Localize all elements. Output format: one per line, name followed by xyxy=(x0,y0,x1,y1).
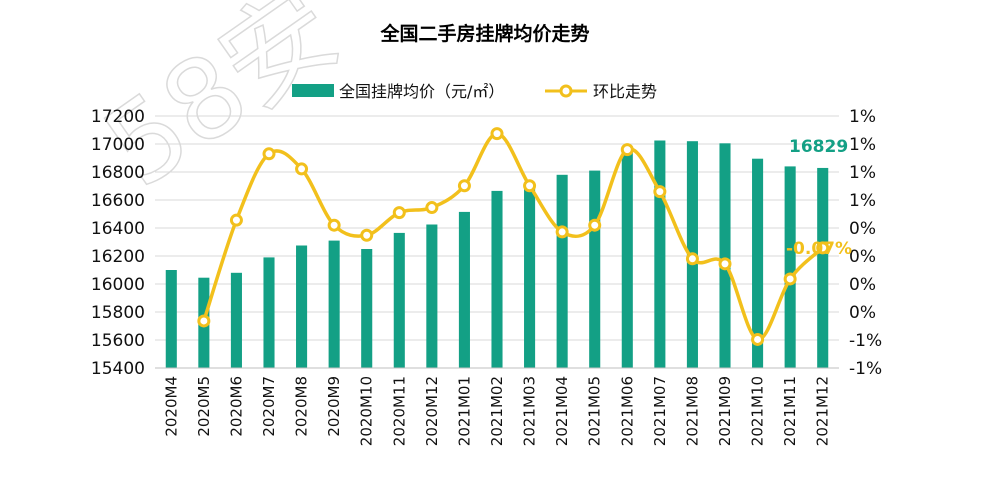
x-tick-label: 2021M02 xyxy=(488,376,506,446)
y-right-tick-label: 1% xyxy=(849,163,876,183)
y-left-tick-label: 16200 xyxy=(91,247,145,267)
x-tick-label: 2021M10 xyxy=(749,376,767,446)
y-left-tick-label: 15800 xyxy=(91,303,145,323)
line-point xyxy=(588,218,602,232)
line-point xyxy=(685,252,699,266)
y-left-tick-label: 17200 xyxy=(91,107,145,127)
legend-line-marker xyxy=(559,84,573,98)
line-point xyxy=(653,185,667,199)
bar xyxy=(393,232,405,368)
line-point xyxy=(718,257,732,271)
bar xyxy=(263,257,275,368)
bar xyxy=(296,245,308,368)
x-tick-label: 2021M01 xyxy=(455,376,473,446)
y-left-tick-label: 16600 xyxy=(91,191,145,211)
line-point xyxy=(816,241,830,255)
last-bar-value: 16829 xyxy=(789,137,848,157)
bar xyxy=(426,224,438,368)
x-tick-label: 2020M11 xyxy=(390,376,408,446)
x-tick-label: 2020M10 xyxy=(358,376,376,446)
y-left-tick-label: 16800 xyxy=(91,163,145,183)
bar xyxy=(621,152,633,368)
x-tick-label: 2020M9 xyxy=(325,376,343,437)
line-point xyxy=(751,332,765,346)
line-series xyxy=(197,127,830,346)
y-left-tick-label: 16400 xyxy=(91,219,145,239)
line-point xyxy=(327,218,341,232)
bar xyxy=(654,140,666,368)
y-right-tick-label: 1% xyxy=(849,107,876,127)
y-right-tick-label: 0% xyxy=(849,303,876,323)
bar xyxy=(361,249,373,368)
y-axis-right: -1% -1% 0% 0% 0% 0% 1% 1% 1% 1% xyxy=(849,107,882,379)
x-tick-label: 2021M04 xyxy=(553,376,571,446)
y-left-tick-label: 16000 xyxy=(91,275,145,295)
line-point xyxy=(783,272,797,286)
bar xyxy=(230,272,242,368)
line-point xyxy=(555,225,569,239)
bar xyxy=(817,167,829,368)
bar-series xyxy=(165,140,829,368)
bar xyxy=(556,174,568,368)
last-line-value: -0.07% xyxy=(786,239,852,259)
y-right-tick-label: 1% xyxy=(849,135,876,155)
bar xyxy=(328,240,340,368)
y-left-tick-label: 15600 xyxy=(91,331,145,351)
line-point xyxy=(295,162,309,176)
x-tick-label: 2020M5 xyxy=(195,376,213,437)
legend-bar-label: 全国挂牌均价（元/㎡） xyxy=(339,82,504,101)
line-point xyxy=(197,314,211,328)
line-point xyxy=(262,147,276,161)
x-tick-label: 2021M08 xyxy=(683,376,701,446)
x-tick-label: 2021M03 xyxy=(521,376,539,446)
y-right-tick-label: 0% xyxy=(849,275,876,295)
x-tick-label: 2021M11 xyxy=(781,376,799,446)
y-right-tick-label: 1% xyxy=(849,191,876,211)
line-point xyxy=(392,206,406,220)
line-point xyxy=(523,179,537,193)
line-point xyxy=(229,213,243,227)
y-right-tick-label: -1% xyxy=(849,359,882,379)
line-point xyxy=(457,179,471,193)
x-tick-label: 2020M8 xyxy=(293,376,311,437)
y-axis-left: 15400 15600 15800 16000 16200 16400 16600 16800… xyxy=(91,107,145,379)
legend-line-label: 环比走势 xyxy=(593,82,657,101)
bar xyxy=(491,190,503,368)
line-point xyxy=(360,228,374,242)
bar xyxy=(165,270,177,368)
x-tick-label: 2020M7 xyxy=(260,376,278,437)
line-point xyxy=(425,201,439,215)
bar xyxy=(752,158,764,368)
x-axis-labels: 2020M4 2020M5 2020M6 2020M7 2020M8 2020M9 2020… xyxy=(162,376,831,446)
legend-bar-swatch xyxy=(292,84,334,97)
y-right-tick-label: -1% xyxy=(849,331,882,351)
bar xyxy=(524,183,536,368)
line-point xyxy=(620,143,634,157)
x-tick-label: 2021M07 xyxy=(651,376,669,446)
chart-title: 全国二手房挂牌均价走势 xyxy=(379,22,589,45)
x-tick-label: 2021M09 xyxy=(716,376,734,446)
x-tick-label: 2020M4 xyxy=(162,376,180,437)
line-point xyxy=(490,127,504,141)
bar xyxy=(458,211,470,368)
x-tick-label: 2021M06 xyxy=(618,376,636,446)
y-left-tick-label: 17000 xyxy=(91,135,145,155)
x-tick-label: 2020M6 xyxy=(227,376,245,437)
bar xyxy=(589,170,601,368)
bar xyxy=(719,143,731,368)
x-tick-label: 2021M12 xyxy=(814,376,832,446)
x-tick-label: 2021M05 xyxy=(586,376,604,446)
x-tick-label: 2020M12 xyxy=(423,376,441,446)
y-left-tick-label: 15400 xyxy=(91,359,145,379)
legend: 全国挂牌均价（元/㎡） 环比走势 xyxy=(292,82,657,101)
y-right-tick-label: 0% xyxy=(849,219,876,239)
bar xyxy=(784,166,796,368)
y-right-tick-label: 0% xyxy=(849,247,876,267)
